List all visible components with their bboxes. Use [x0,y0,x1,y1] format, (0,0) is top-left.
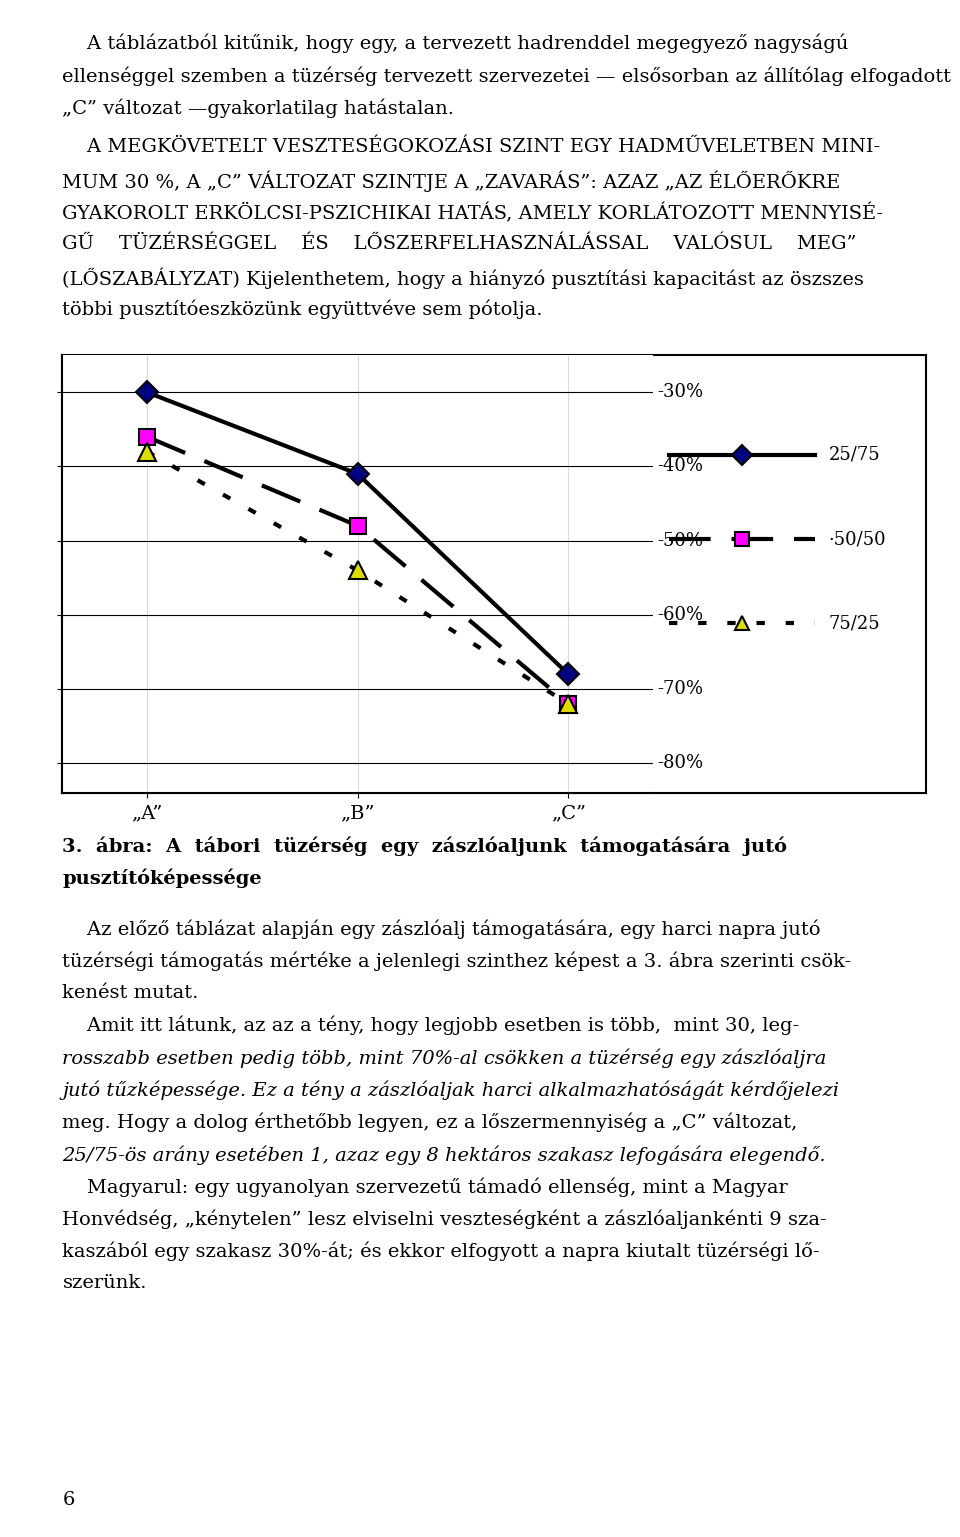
Text: GYAKOROLT ERKÖLCSI-PSZICHIKAI HATÁS, AMELY KORLÁTOZOTT MENNYISÉ-: GYAKOROLT ERKÖLCSI-PSZICHIKAI HATÁS, AME… [62,203,883,223]
Text: ·50/50: ·50/50 [828,530,886,549]
Text: (LŐSZABÁLYZAT) Kijelenthetem, hogy a hiányzó pusztítási kapacitást az öszszes: (LŐSZABÁLYZAT) Kijelenthetem, hogy a hiá… [62,267,864,289]
Text: Magyarul: egy ugyanolyan szervezetű támadó ellenség, mint a Magyar: Magyarul: egy ugyanolyan szervezetű táma… [62,1177,788,1197]
Text: „C”: „C” [551,804,586,822]
Text: GŰ    TÜZÉRSÉGGEL    ÉS    LŐSZERFELHASZNÁLÁSSAL    VALÓSUL    MEG”: GŰ TÜZÉRSÉGGEL ÉS LŐSZERFELHASZNÁLÁSSAL … [62,235,857,254]
Text: -50%: -50% [658,532,704,550]
Text: Amit itt látunk, az az a tény, hogy legjobb esetben is több,  mint 30, leg-: Amit itt látunk, az az a tény, hogy legj… [62,1016,800,1036]
Text: pusztítóképessége: pusztítóképessége [62,868,262,888]
Text: -60%: -60% [658,606,704,624]
Text: kenést mutat.: kenést mutat. [62,984,199,1002]
Text: 75/25: 75/25 [828,615,880,632]
Text: MUM 30 %, A „C” VÁLTOZAT SZINTJE A „ZAVARÁS”: AZAZ „AZ ÉLŐERŐKRE: MUM 30 %, A „C” VÁLTOZAT SZINTJE A „ZAVA… [62,171,841,192]
Text: Az előző táblázat alapján egy zászlóalj támogatására, egy harci napra jutó: Az előző táblázat alapján egy zászlóalj … [62,919,821,939]
Text: rosszabb esetben pedig több, mint 70%-al csökken a tüzérség egy zászlóaljra: rosszabb esetben pedig több, mint 70%-al… [62,1048,827,1068]
Text: -70%: -70% [658,681,704,698]
Text: ellenséggel szemben a tüzérség tervezett szervezetei — elsősorban az állítólag e: ellenséggel szemben a tüzérség tervezett… [62,66,951,86]
Text: 25/75: 25/75 [828,446,880,464]
Text: -40%: -40% [658,458,704,475]
Text: kaszából egy szakasz 30%-át; és ekkor elfogyott a napra kiutalt tüzérségi lő-: kaszából egy szakasz 30%-át; és ekkor el… [62,1242,820,1262]
Text: „A”: „A” [132,804,162,822]
Text: -80%: -80% [658,755,704,773]
Text: 6: 6 [62,1491,75,1509]
Text: meg. Hogy a dolog érthetőbb legyen, ez a lőszermennyiség a „C” változat,: meg. Hogy a dolog érthetőbb legyen, ez a… [62,1113,798,1133]
Text: jutó tűzképessége. Ez a tény a zászlóaljak harci alkalmazhatóságát kérdőjelezi: jutó tűzképessége. Ez a tény a zászlóalj… [62,1081,839,1100]
Text: A táblázatból kitűnik, hogy egy, a tervezett hadrenddel megegyező nagyságú: A táblázatból kitűnik, hogy egy, a terve… [62,34,849,54]
Text: 25/75-ös arány esetében 1, azaz egy 8 hektáros szakasz lefogására elegendő.: 25/75-ös arány esetében 1, azaz egy 8 he… [62,1145,826,1165]
Text: -30%: -30% [658,383,704,401]
Text: „C” változat —gyakorlatilag hatástalan.: „C” változat —gyakorlatilag hatástalan. [62,98,454,118]
Text: tüzérségi támogatás mértéke a jelenlegi szinthez képest a 3. ábra szerinti csök-: tüzérségi támogatás mértéke a jelenlegi … [62,951,852,971]
Text: Honvédség, „kénytelen” lesz elviselni veszteségként a zászlóaljankénti 9 sza-: Honvédség, „kénytelen” lesz elviselni ve… [62,1210,827,1230]
Text: szerünk.: szerünk. [62,1274,147,1293]
Text: többi pusztítóeszközünk együttvéve sem pótolja.: többi pusztítóeszközünk együttvéve sem p… [62,300,543,320]
Text: „B”: „B” [341,804,374,822]
Text: 3.  ábra:  A  tábori  tüzérség  egy  zászlóaljunk  támogatására  jutó: 3. ábra: A tábori tüzérség egy zászlóalj… [62,836,787,856]
Text: A MEGKÖVETELT VESZTESÉGOKOZÁSI SZINT EGY HADMŰVELETBEN MINI-: A MEGKÖVETELT VESZTESÉGOKOZÁSI SZINT EGY… [62,138,880,157]
